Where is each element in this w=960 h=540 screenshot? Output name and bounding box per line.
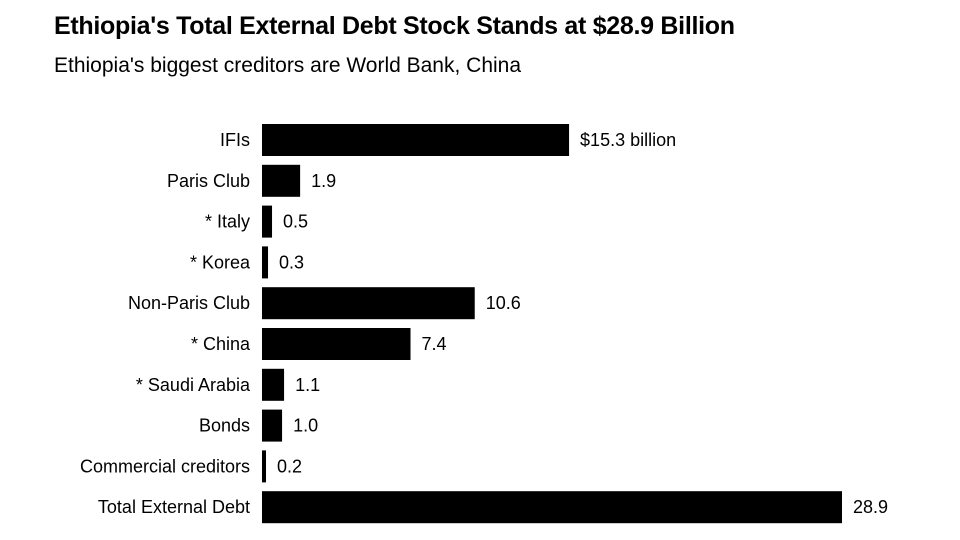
value-label: 0.5 xyxy=(283,212,308,232)
bar xyxy=(262,246,269,279)
bar xyxy=(262,287,475,320)
bar xyxy=(262,368,285,401)
category-label: Non-Paris Club xyxy=(128,293,250,313)
value-label: 0.3 xyxy=(279,252,304,272)
bar xyxy=(262,491,842,524)
category-label: Total External Debt xyxy=(98,497,250,517)
bar xyxy=(262,409,283,442)
value-label: $15.3 billion xyxy=(580,130,676,150)
category-label: IFIs xyxy=(220,130,250,150)
value-label: 7.4 xyxy=(422,334,447,354)
value-label: 1.1 xyxy=(295,375,320,395)
category-label: Paris Club xyxy=(167,171,250,191)
chart-subtitle: Ethiopia's biggest creditors are World B… xyxy=(54,54,522,77)
value-label: 0.2 xyxy=(277,456,302,476)
category-label: * Saudi Arabia xyxy=(136,375,251,395)
bar xyxy=(262,205,273,238)
category-label: Bonds xyxy=(199,416,250,436)
value-label: 28.9 xyxy=(853,497,888,517)
value-label: 10.6 xyxy=(486,293,521,313)
bar xyxy=(262,450,267,483)
chart-title: Ethiopia's Total External Debt Stock Sta… xyxy=(54,12,735,40)
value-label: 1.9 xyxy=(311,171,336,191)
value-label: 1.0 xyxy=(293,416,318,436)
bar xyxy=(262,328,411,360)
category-label: Commercial creditors xyxy=(80,456,250,476)
category-label: * Italy xyxy=(205,212,250,232)
bar xyxy=(262,124,570,156)
category-label: * China xyxy=(191,334,251,354)
category-label: * Korea xyxy=(190,252,251,272)
bar xyxy=(262,164,301,197)
